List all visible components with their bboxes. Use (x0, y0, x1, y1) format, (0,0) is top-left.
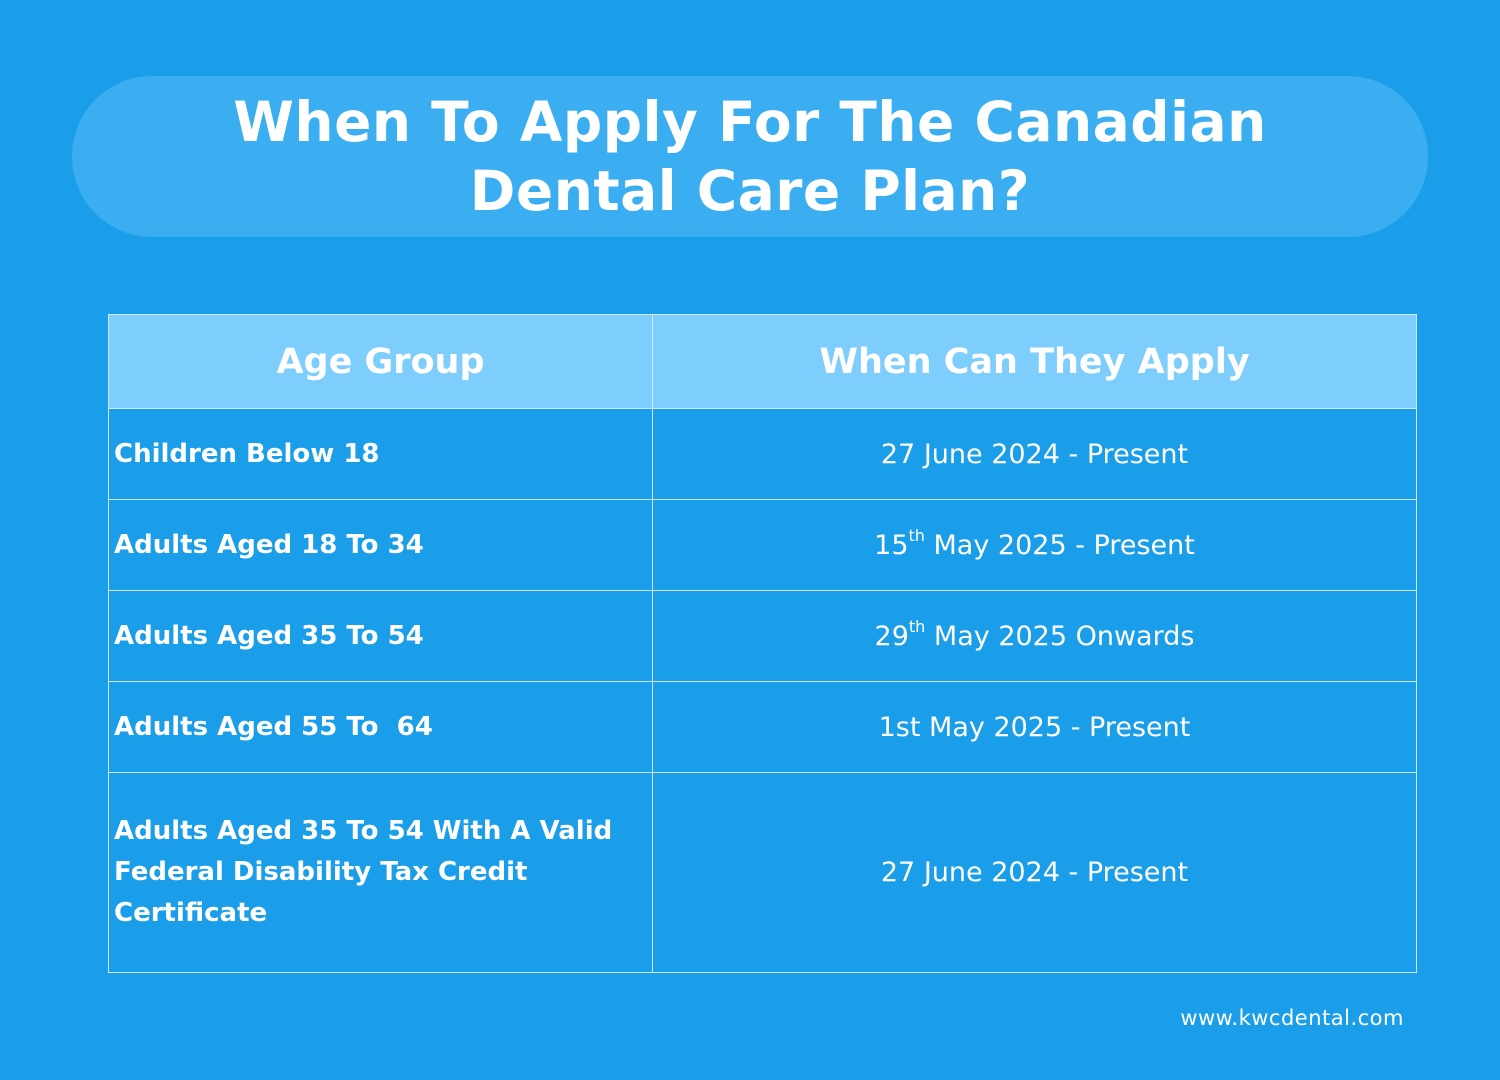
table-row: Adults Aged 35 To 54 With A Valid Federa… (108, 772, 1417, 973)
apply-date-rest: May 2025 Onwards (925, 620, 1195, 652)
page-title: When To Apply For The Canadian Dental Ca… (233, 89, 1267, 223)
table-row: Children Below 18 27 June 2024 - Present (108, 408, 1417, 500)
apply-date-rest: May 2025 - Present (920, 711, 1191, 743)
age-group-cell: Adults Aged 35 To 54 (108, 590, 653, 682)
apply-date-day: 15 (874, 529, 909, 561)
table-row: Adults Aged 55 To 64 1st May 2025 - Pres… (108, 681, 1417, 773)
apply-date-rest: May 2025 - Present (924, 529, 1195, 561)
age-group-cell: Adults Aged 18 To 34 (108, 499, 653, 591)
apply-date-suffix: th (908, 616, 926, 636)
application-table: Age Group When Can They Apply Children B… (108, 314, 1417, 973)
age-group-cell: Children Below 18 (108, 408, 653, 500)
apply-date-cell: 27 June 2024 - Present (652, 408, 1417, 500)
header-when-can-they-apply: When Can They Apply (652, 314, 1417, 409)
apply-date-cell: 1st May 2025 - Present (652, 681, 1417, 773)
table-row: Adults Aged 35 To 54 29th May 2025 Onwar… (108, 590, 1417, 682)
age-group-cell: Adults Aged 35 To 54 With A Valid Federa… (108, 772, 653, 973)
table-header-row: Age Group When Can They Apply (108, 314, 1417, 409)
apply-date-day: 1st (878, 711, 921, 743)
apply-date-cell: 27 June 2024 - Present (652, 772, 1417, 973)
apply-date-suffix: th (908, 525, 925, 545)
apply-date-day: 29 (874, 620, 909, 652)
apply-date-day: 27 (880, 438, 916, 470)
table-row: Adults Aged 18 To 34 15th May 2025 - Pre… (108, 499, 1417, 591)
title-banner: When To Apply For The Canadian Dental Ca… (72, 76, 1428, 237)
age-group-cell: Adults Aged 55 To 64 (108, 681, 653, 773)
apply-date-rest: June 2024 - Present (915, 438, 1189, 470)
header-age-group: Age Group (108, 314, 653, 409)
website-url: www.kwcdental.com (1180, 1006, 1404, 1030)
apply-date-day: 27 (880, 857, 916, 888)
apply-date-cell: 29th May 2025 Onwards (652, 590, 1417, 682)
apply-date-rest: June 2024 - Present (915, 857, 1189, 888)
apply-date-cell: 15th May 2025 - Present (652, 499, 1417, 591)
